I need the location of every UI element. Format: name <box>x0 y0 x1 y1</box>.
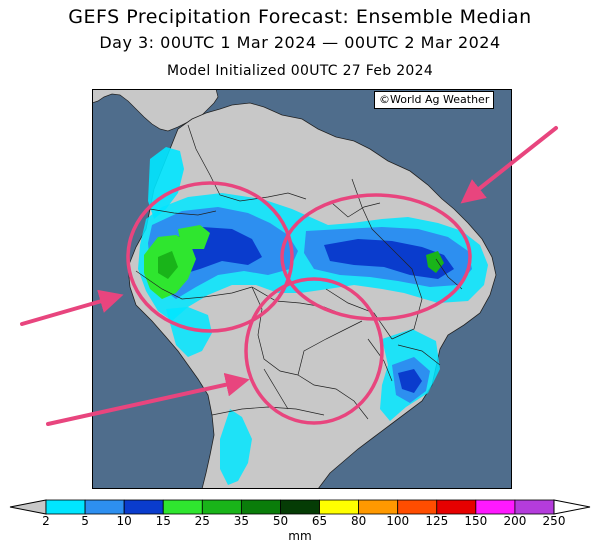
colorbar-bin <box>514 499 555 515</box>
colorbar-under-triangle <box>9 499 47 515</box>
arrow-southwest <box>46 372 250 426</box>
colorbar-tick-label: 150 <box>464 514 488 528</box>
precip-shading <box>138 147 488 485</box>
valid-period: Day 3: 00UTC 1 Mar 2024 — 00UTC 2 Mar 20… <box>99 33 501 52</box>
colorbar-tick-label: 80 <box>350 514 367 528</box>
colorbar-tick-label: 35 <box>233 514 250 528</box>
colorbar-bin <box>358 499 399 515</box>
colorbar-tick-label: 50 <box>272 514 289 528</box>
chart-title: GEFS Precipitation Forecast: Ensemble Me… <box>68 6 532 28</box>
colorbar <box>9 499 591 515</box>
colorbar-bin <box>436 499 477 515</box>
map-border <box>92 89 512 489</box>
arrow-west <box>20 289 124 326</box>
colorbar-bin <box>240 499 281 515</box>
colorbar-tick-label: 2 <box>42 514 50 528</box>
colorbar-tick-label: 10 <box>116 514 132 528</box>
colorbar-tick-label: 25 <box>194 514 210 528</box>
colorbar-tick-label: 65 <box>311 514 328 528</box>
colorbar-tick-label: 5 <box>81 514 89 528</box>
colorbar-bin <box>45 499 86 515</box>
colorbar-tick-label: 100 <box>386 514 410 528</box>
colorbar-over-triangle <box>553 499 591 515</box>
colorbar-segments <box>9 499 591 515</box>
precip-map <box>92 89 512 489</box>
init-time: Model Initialized 00UTC 27 Feb 2024 <box>166 63 434 79</box>
colorbar-bin <box>319 499 360 515</box>
colorbar-bin <box>123 499 164 515</box>
central-america-land <box>92 89 219 132</box>
colorbar-bin <box>475 499 516 515</box>
colorbar-bin <box>162 499 203 515</box>
colorbar-bin <box>84 499 125 515</box>
arrow-northeast <box>460 126 558 204</box>
colorbar-bin <box>201 499 242 515</box>
colorbar-units: mm <box>288 529 312 543</box>
credit-label: ©World Ag Weather <box>374 91 495 109</box>
colorbar-tick-label: 15 <box>155 514 171 528</box>
colorbar-tick-label: 125 <box>425 514 449 528</box>
colorbar-tick-label: 250 <box>542 514 566 528</box>
colorbar-bin <box>280 499 320 515</box>
annotation-circle-central-brazil <box>244 277 384 425</box>
annotation-circle-west-amazon <box>126 181 294 333</box>
annotation-circles <box>126 181 472 425</box>
country-borders <box>135 124 463 420</box>
colorbar-tick-label: 200 <box>503 514 527 528</box>
colorbar-bin <box>397 499 438 515</box>
map-canvas <box>92 89 512 489</box>
